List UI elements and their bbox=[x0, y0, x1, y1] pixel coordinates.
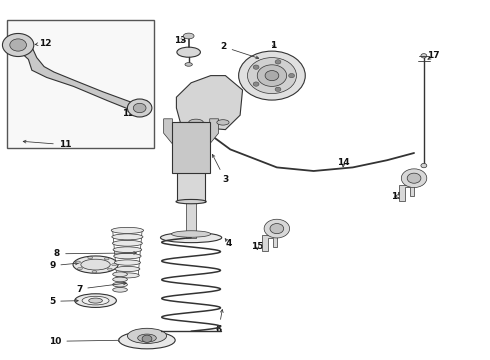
Text: 9: 9 bbox=[49, 261, 78, 270]
Circle shape bbox=[247, 58, 296, 94]
Circle shape bbox=[401, 169, 427, 188]
Circle shape bbox=[275, 60, 281, 64]
Circle shape bbox=[289, 73, 294, 78]
Ellipse shape bbox=[161, 233, 221, 243]
Text: 13: 13 bbox=[174, 36, 187, 45]
Ellipse shape bbox=[82, 296, 109, 305]
Polygon shape bbox=[399, 185, 414, 201]
Bar bbox=[177, 122, 205, 202]
Ellipse shape bbox=[421, 54, 427, 58]
Ellipse shape bbox=[183, 33, 194, 39]
Circle shape bbox=[253, 82, 259, 86]
Ellipse shape bbox=[177, 47, 200, 57]
Text: 12: 12 bbox=[122, 109, 135, 118]
Ellipse shape bbox=[104, 258, 109, 260]
Circle shape bbox=[2, 33, 34, 57]
Ellipse shape bbox=[113, 282, 127, 287]
Polygon shape bbox=[164, 119, 172, 144]
Bar bbox=[186, 191, 196, 238]
Text: 15: 15 bbox=[251, 242, 264, 251]
Ellipse shape bbox=[89, 298, 102, 303]
Text: 6: 6 bbox=[216, 310, 223, 334]
Ellipse shape bbox=[138, 334, 156, 342]
Text: 16: 16 bbox=[269, 228, 281, 237]
Text: 11: 11 bbox=[23, 140, 72, 149]
Circle shape bbox=[275, 87, 281, 91]
Text: 8: 8 bbox=[54, 249, 137, 258]
Text: 16: 16 bbox=[411, 177, 423, 186]
Text: 4: 4 bbox=[225, 239, 232, 248]
Ellipse shape bbox=[77, 267, 82, 270]
Ellipse shape bbox=[114, 260, 141, 265]
Circle shape bbox=[133, 103, 146, 113]
Ellipse shape bbox=[75, 261, 80, 263]
Ellipse shape bbox=[113, 247, 142, 252]
Ellipse shape bbox=[176, 199, 206, 204]
Circle shape bbox=[407, 173, 421, 183]
Circle shape bbox=[265, 71, 279, 81]
Ellipse shape bbox=[189, 119, 203, 126]
Text: 17: 17 bbox=[427, 51, 440, 60]
Ellipse shape bbox=[127, 328, 167, 343]
Ellipse shape bbox=[113, 287, 127, 292]
Circle shape bbox=[270, 224, 284, 234]
Ellipse shape bbox=[92, 271, 97, 273]
Text: 5: 5 bbox=[49, 297, 78, 306]
Text: 7: 7 bbox=[76, 282, 126, 294]
Ellipse shape bbox=[116, 273, 139, 278]
Polygon shape bbox=[210, 119, 219, 144]
Polygon shape bbox=[262, 235, 277, 251]
Text: 3: 3 bbox=[212, 154, 228, 184]
Circle shape bbox=[127, 99, 152, 117]
Circle shape bbox=[142, 335, 152, 342]
Text: 15: 15 bbox=[391, 192, 404, 201]
Ellipse shape bbox=[119, 332, 175, 349]
Ellipse shape bbox=[114, 253, 141, 259]
Circle shape bbox=[257, 65, 287, 86]
Text: 10: 10 bbox=[49, 337, 122, 346]
Ellipse shape bbox=[172, 231, 211, 237]
Circle shape bbox=[264, 219, 290, 238]
Circle shape bbox=[10, 39, 26, 51]
Ellipse shape bbox=[107, 268, 112, 270]
Circle shape bbox=[239, 51, 305, 100]
Circle shape bbox=[253, 65, 259, 69]
Ellipse shape bbox=[112, 234, 143, 240]
Ellipse shape bbox=[111, 228, 144, 234]
Ellipse shape bbox=[81, 259, 110, 270]
Text: 2: 2 bbox=[220, 42, 259, 59]
Polygon shape bbox=[15, 34, 147, 112]
Ellipse shape bbox=[217, 120, 229, 125]
Text: 12: 12 bbox=[35, 39, 52, 48]
Ellipse shape bbox=[113, 272, 127, 276]
Ellipse shape bbox=[74, 294, 117, 307]
Polygon shape bbox=[176, 76, 243, 130]
Ellipse shape bbox=[185, 63, 193, 66]
Ellipse shape bbox=[73, 256, 118, 273]
Ellipse shape bbox=[421, 163, 427, 168]
Ellipse shape bbox=[115, 266, 140, 271]
Text: 14: 14 bbox=[337, 158, 350, 167]
Bar bbox=[7, 20, 154, 148]
Ellipse shape bbox=[88, 257, 93, 259]
Text: 1: 1 bbox=[270, 41, 277, 50]
Bar bbox=[172, 122, 210, 173]
Ellipse shape bbox=[112, 264, 117, 266]
Ellipse shape bbox=[113, 277, 127, 282]
Ellipse shape bbox=[113, 240, 142, 246]
